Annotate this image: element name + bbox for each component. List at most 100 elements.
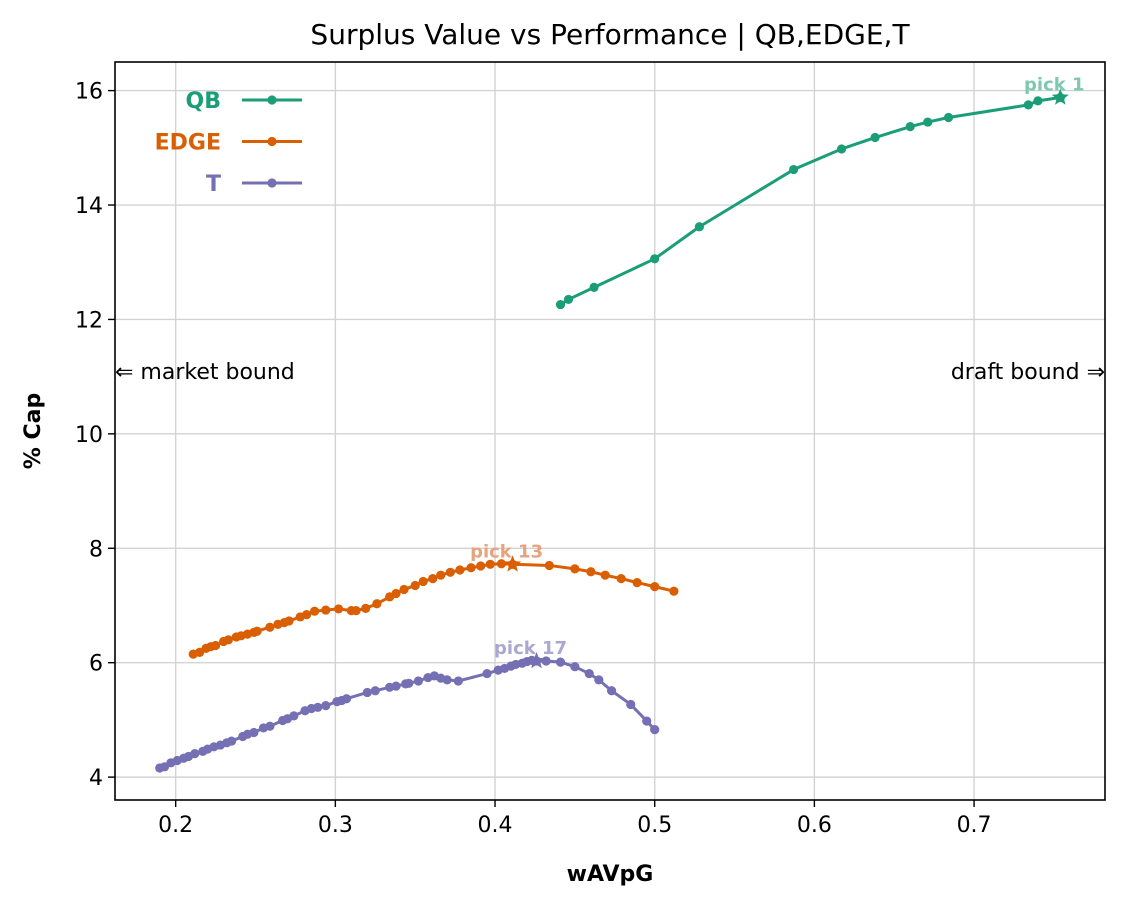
legend-label: QB xyxy=(186,89,221,114)
data-point xyxy=(563,294,574,305)
market-bound-annotation: ⇐ market bound xyxy=(115,360,295,385)
data-point xyxy=(313,702,323,712)
data-point xyxy=(836,144,847,154)
data-point xyxy=(362,687,372,698)
data-point xyxy=(252,626,262,636)
y-tick-label: 12 xyxy=(75,308,103,333)
data-point xyxy=(399,584,409,595)
data-point xyxy=(482,668,492,679)
y-tick-label: 10 xyxy=(75,423,103,448)
data-point xyxy=(555,299,566,310)
data-point xyxy=(190,749,200,759)
x-tick-label: 0.5 xyxy=(637,813,672,838)
data-point xyxy=(302,610,312,620)
data-point xyxy=(289,711,299,721)
data-point xyxy=(453,676,463,686)
pick-star-marker xyxy=(504,555,522,572)
data-point xyxy=(923,117,933,127)
data-point xyxy=(413,676,423,686)
series-t: pick 17 xyxy=(155,638,660,773)
pick-star-marker xyxy=(1051,88,1069,105)
data-point xyxy=(606,686,617,696)
data-point xyxy=(455,565,465,575)
data-point xyxy=(594,675,604,685)
x-tick-label: 0.6 xyxy=(797,813,832,838)
data-point xyxy=(321,701,331,711)
plot-frame xyxy=(114,61,1106,801)
data-point xyxy=(1033,96,1043,106)
data-point xyxy=(370,686,380,696)
data-point xyxy=(351,606,361,616)
data-point xyxy=(466,563,476,573)
data-point xyxy=(1023,100,1033,110)
data-point xyxy=(616,574,626,584)
ticks: 0.2 0.3 0.4 0.5 0.6 0.7 4 6 8 10 12 14 16 xyxy=(75,80,992,838)
data-point xyxy=(476,561,486,571)
series-qb: pick 1 xyxy=(555,74,1085,310)
data-point xyxy=(226,736,237,746)
y-tick-label: 14 xyxy=(75,194,103,219)
y-tick-label: 6 xyxy=(89,652,103,677)
data-point xyxy=(391,588,401,599)
series-line xyxy=(159,658,656,770)
y-tick-label: 16 xyxy=(75,80,103,105)
data-point xyxy=(333,604,344,614)
pick-label: pick 17 xyxy=(494,638,567,659)
series-edge: pick 13 xyxy=(188,541,679,659)
data-point xyxy=(485,559,495,569)
legend-item-edge: EDGE xyxy=(155,131,302,156)
data-point xyxy=(436,570,446,580)
data-point xyxy=(600,570,610,580)
data-point xyxy=(544,560,554,571)
chart-title: Surplus Value vs Performance | QB,EDGE,T xyxy=(310,18,910,51)
data-point xyxy=(309,606,320,616)
legend-item-qb: QB xyxy=(186,89,302,114)
data-point xyxy=(496,559,507,569)
data-point xyxy=(570,662,580,672)
data-point xyxy=(265,622,275,632)
data-point xyxy=(249,727,259,738)
annotations: ⇐ market bound draft bound ⇒ xyxy=(115,360,1105,385)
y-tick-label: 8 xyxy=(89,537,103,562)
data-point xyxy=(391,681,401,691)
data-point xyxy=(445,567,455,577)
data-point xyxy=(584,668,594,679)
x-tick-label: 0.3 xyxy=(318,813,353,838)
data-point xyxy=(265,721,275,731)
data-point xyxy=(321,605,331,615)
pick-star-marker xyxy=(527,651,546,669)
data-point xyxy=(555,657,566,667)
data-point xyxy=(372,599,382,609)
data-point xyxy=(210,640,221,651)
data-point xyxy=(642,716,652,726)
draft-bound-annotation: draft bound ⇒ xyxy=(951,360,1105,385)
data-point xyxy=(418,576,428,587)
data-point xyxy=(789,164,799,175)
y-axis-label: % Cap xyxy=(21,393,46,469)
data-point xyxy=(404,678,414,688)
data-point xyxy=(669,586,679,596)
data-point xyxy=(632,578,642,588)
x-tick-label: 0.2 xyxy=(158,813,193,838)
data-point xyxy=(341,694,352,704)
x-tick-label: 0.7 xyxy=(957,813,992,838)
legend-marker xyxy=(267,95,277,105)
data-point xyxy=(284,616,294,626)
data-point xyxy=(626,699,636,710)
data-point xyxy=(694,222,705,232)
data-point xyxy=(586,567,596,577)
legend-marker xyxy=(267,136,277,147)
data-point xyxy=(570,564,580,574)
legend-item-t: T xyxy=(206,172,302,197)
data-point xyxy=(589,282,599,293)
data-point xyxy=(223,635,233,645)
pick-label: pick 1 xyxy=(1024,74,1085,95)
data-point xyxy=(650,582,660,592)
data-point xyxy=(870,132,880,143)
data-point xyxy=(442,675,452,685)
series-line xyxy=(559,95,1061,306)
legend-label: T xyxy=(206,172,221,197)
pick-label: pick 13 xyxy=(470,541,543,562)
